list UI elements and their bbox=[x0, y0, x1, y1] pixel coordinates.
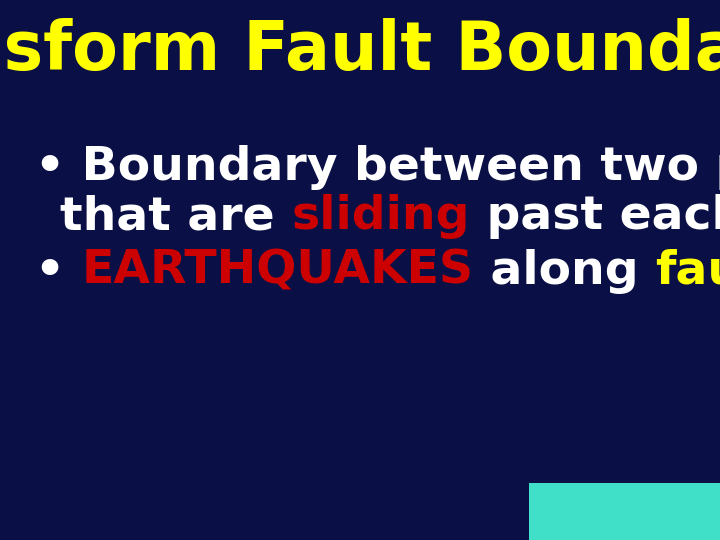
Text: EARTHQUAKES: EARTHQUAKES bbox=[81, 248, 474, 294]
Text: along: along bbox=[474, 248, 655, 294]
Text: Transform Fault Boundaries: Transform Fault Boundaries bbox=[0, 18, 720, 84]
FancyBboxPatch shape bbox=[529, 483, 720, 540]
Text: • Boundary between two plates: • Boundary between two plates bbox=[35, 145, 720, 190]
Text: that are: that are bbox=[60, 194, 291, 239]
Text: past each other: past each other bbox=[469, 194, 720, 239]
Text: sliding: sliding bbox=[291, 194, 469, 239]
Text: •: • bbox=[35, 248, 81, 294]
Text: faults: faults bbox=[655, 248, 720, 294]
